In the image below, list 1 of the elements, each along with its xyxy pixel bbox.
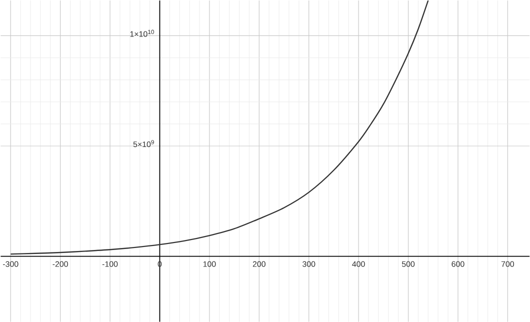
line-series xyxy=(10,0,429,255)
